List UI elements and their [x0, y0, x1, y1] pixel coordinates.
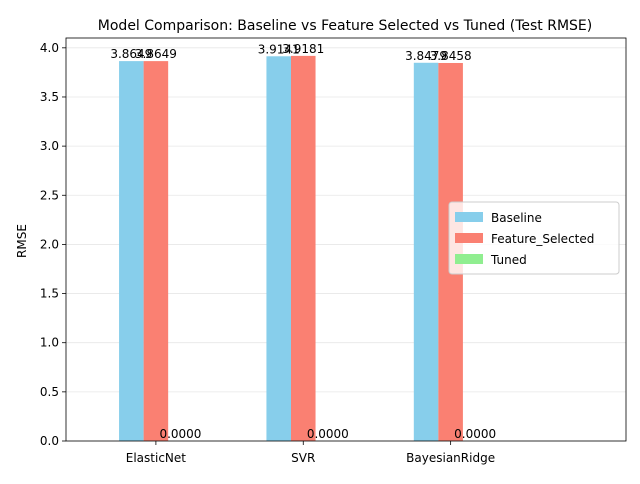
y-tick-label: 0.5 — [40, 385, 59, 399]
x-tick-label: ElasticNet — [126, 451, 187, 465]
bar-value-label: 0.0000 — [454, 427, 496, 441]
bar-value-label: 3.8649 — [135, 47, 177, 61]
bar-value-label: 3.8649 — [110, 47, 152, 61]
legend-entry-label: Tuned — [490, 253, 527, 267]
y-tick-label: 0.0 — [40, 434, 59, 448]
bar-value-label: 0.0000 — [159, 427, 201, 441]
axis-layer: 0.0 0.5 1.0 1.5 2.0 2.5 3.0 3.5 4.0 ElasticNet SVR… — [40, 37, 627, 465]
y-tick-label: 2.0 — [40, 237, 59, 251]
legend-swatch — [455, 254, 483, 264]
bar — [290, 55, 316, 441]
y-axis-label: RMSE — [15, 224, 29, 258]
y-tick-label: 4.0 — [40, 41, 59, 55]
bar — [413, 62, 439, 441]
bar-value-label: 0.0000 — [307, 427, 349, 441]
bar — [119, 61, 144, 441]
bar — [266, 56, 291, 441]
legend-swatch — [455, 212, 483, 222]
bar-layer — [119, 55, 463, 442]
legend-entry-label: Baseline — [491, 211, 542, 225]
y-tick-label: 1.5 — [40, 287, 59, 301]
legend-entry-label: Feature_Selected — [491, 232, 594, 246]
y-tick-label: 2.5 — [40, 188, 59, 202]
bar-value-label: 3.9181 — [282, 42, 324, 56]
bar-value-label: 3.8479 — [405, 49, 447, 63]
y-tick-label: 3.0 — [40, 139, 59, 153]
legend-swatch — [455, 233, 483, 243]
x-tick-label: SVR — [291, 451, 315, 465]
y-tick-label: 3.5 — [40, 90, 59, 104]
legend: Baseline Feature_Selected Tuned — [448, 201, 620, 275]
bar — [143, 61, 169, 441]
plot-frame — [65, 37, 627, 442]
x-tick-label: BayesianRidge — [406, 451, 495, 465]
chart-title: Model Comparison: Baseline vs Feature Se… — [98, 18, 592, 34]
legend-box — [448, 201, 620, 275]
bar-value-label: 3.9141 — [258, 42, 300, 56]
bar-value-label: 3.8458 — [430, 49, 472, 63]
y-tick-label: 1.0 — [40, 336, 59, 350]
